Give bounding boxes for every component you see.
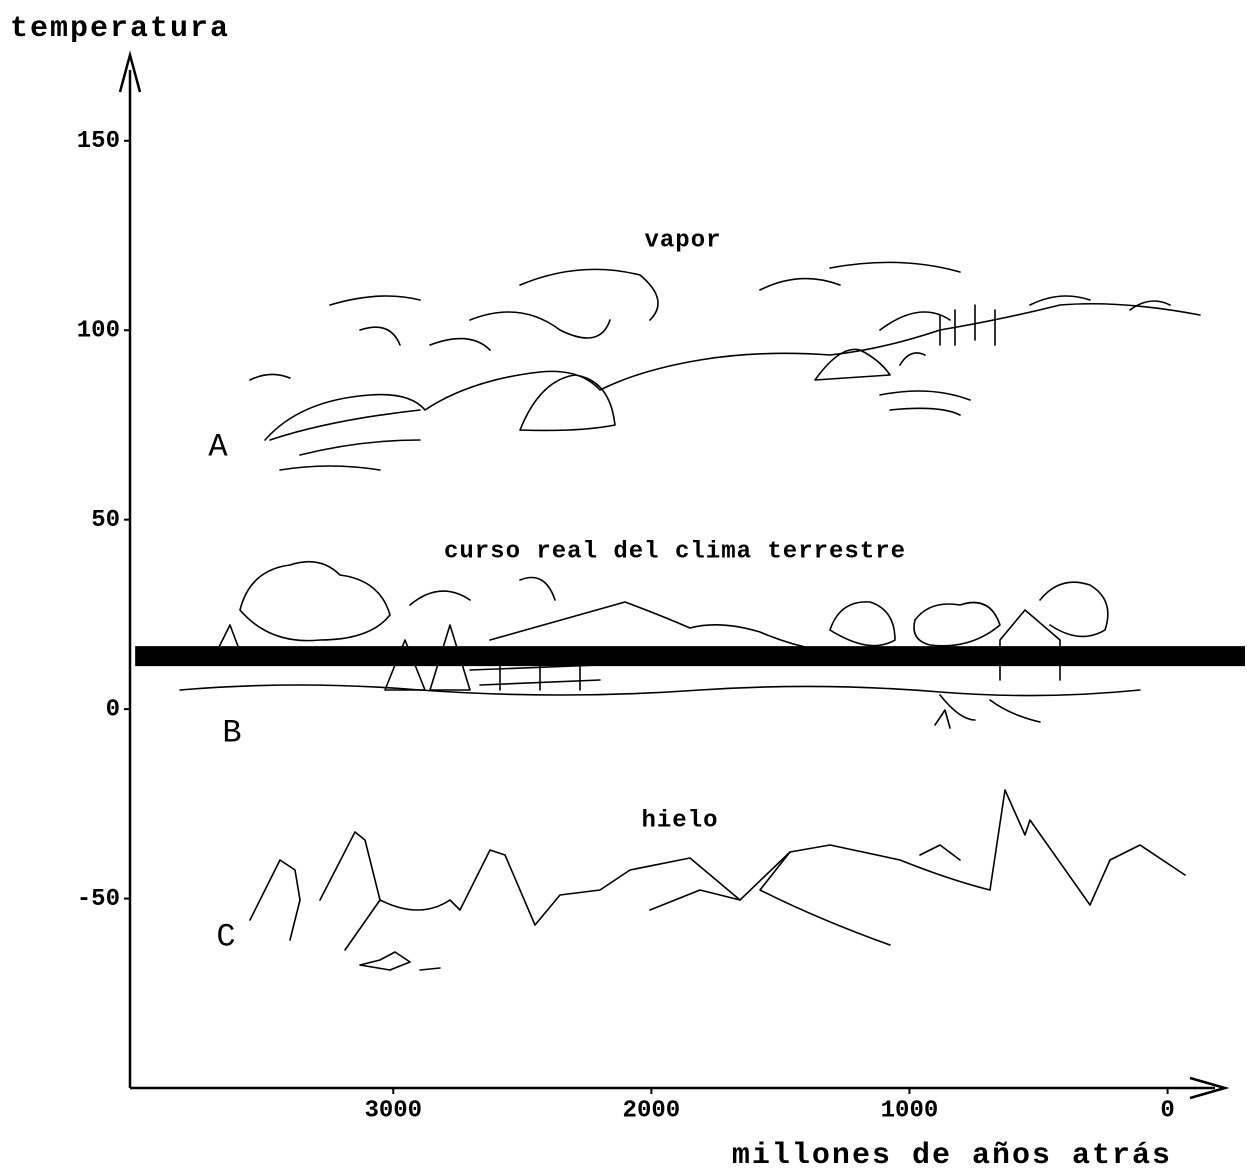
x-tick-label: 1000	[881, 1097, 939, 1124]
axis-arrows	[118, 50, 1230, 1100]
y-tick-label: 0	[106, 696, 120, 723]
y-tick-label: -50	[77, 886, 120, 913]
sketch-ice-mountains	[249, 789, 1186, 971]
y-tick-label: 100	[77, 318, 120, 345]
annotation: curso real del clima terrestre	[444, 538, 906, 565]
x-tick-label: 3000	[364, 1097, 422, 1124]
annotation: A	[208, 428, 228, 465]
y-tick-label: 150	[77, 128, 120, 155]
sketch-steam-landscape	[249, 261, 1201, 471]
sketch-green-landscape	[179, 560, 1141, 729]
x-tick-label: 0	[1160, 1097, 1174, 1124]
x-axis-label: millones de años atrás	[732, 1139, 1172, 1169]
annotation: C	[216, 918, 235, 955]
annotation: hielo	[641, 807, 718, 834]
annotation: B	[222, 714, 241, 751]
y-axis-label: temperatura	[10, 12, 230, 46]
annotation: vapor	[644, 227, 721, 254]
x-tick-label: 2000	[623, 1097, 681, 1124]
y-tick-label: 50	[91, 507, 120, 534]
